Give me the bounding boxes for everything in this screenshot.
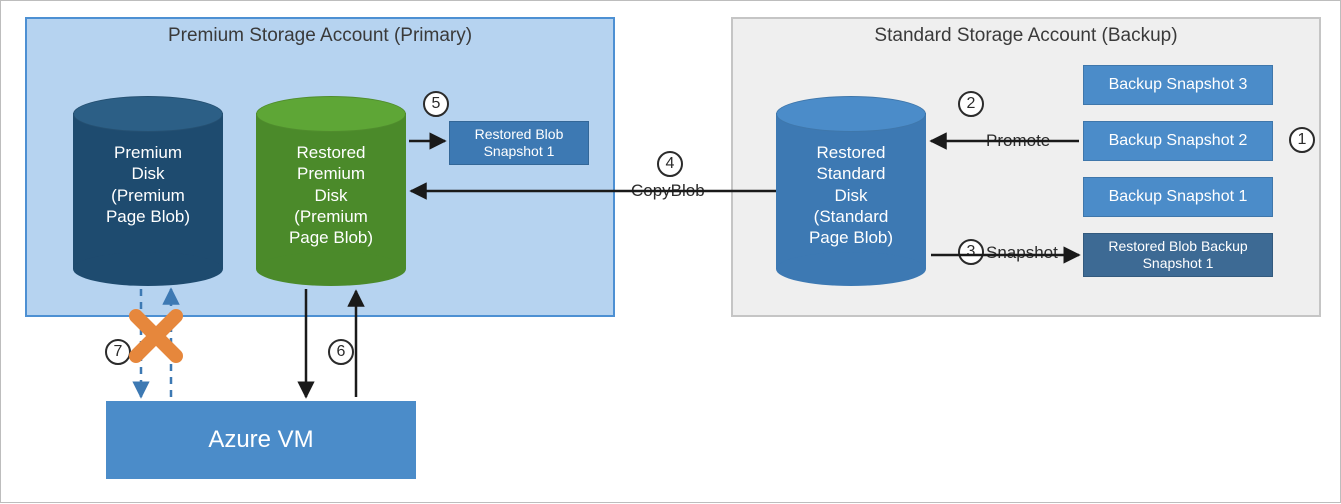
edge-label-copyblob: CopyBlob [631,181,705,201]
box-backup-snapshot-1-label: Backup Snapshot 1 [1109,187,1248,206]
edge-label-promote: Promote [986,131,1050,151]
edge-label-snapshot: Snapshot [986,243,1058,263]
box-backup-snapshot-3: Backup Snapshot 3 [1083,65,1273,105]
diagram-canvas: Premium Storage Account (Primary) Standa… [0,0,1341,503]
box-backup-snapshot-1: Backup Snapshot 1 [1083,177,1273,217]
box-azure-vm-label: Azure VM [208,426,313,454]
cylinder-restored-standard-disk-label: RestoredStandardDisk(StandardPage Blob) [776,142,926,248]
step-3: 3 [958,239,984,265]
step-5: 5 [423,91,449,117]
step-1: 1 [1289,127,1315,153]
step-6: 6 [328,339,354,365]
cross-icon [136,316,176,356]
step-2: 2 [958,91,984,117]
box-backup-snapshot-2: Backup Snapshot 2 [1083,121,1273,161]
box-restored-blob-snapshot-primary-label: Restored Blob Snapshot 1 [456,126,582,160]
cylinder-restored-premium-disk: RestoredPremiumDisk(PremiumPage Blob) [256,96,406,286]
step-4: 4 [657,151,683,177]
cylinder-restored-premium-disk-label: RestoredPremiumDisk(PremiumPage Blob) [256,142,406,248]
panel-primary-title: Premium Storage Account (Primary) [27,25,613,47]
box-azure-vm: Azure VM [106,401,416,479]
box-backup-snapshot-2-label: Backup Snapshot 2 [1109,131,1248,150]
box-restored-blob-snapshot-primary: Restored Blob Snapshot 1 [449,121,589,165]
cylinder-premium-disk-label: PremiumDisk(PremiumPage Blob) [73,142,223,227]
cylinder-restored-standard-disk: RestoredStandardDisk(StandardPage Blob) [776,96,926,286]
cylinder-premium-disk: PremiumDisk(PremiumPage Blob) [73,96,223,286]
panel-backup-title: Standard Storage Account (Backup) [733,25,1319,47]
box-backup-snapshot-3-label: Backup Snapshot 3 [1109,75,1248,94]
box-restored-blob-backup-snapshot-label: Restored Blob Backup Snapshot 1 [1090,238,1266,272]
box-restored-blob-backup-snapshot: Restored Blob Backup Snapshot 1 [1083,233,1273,277]
step-7: 7 [105,339,131,365]
